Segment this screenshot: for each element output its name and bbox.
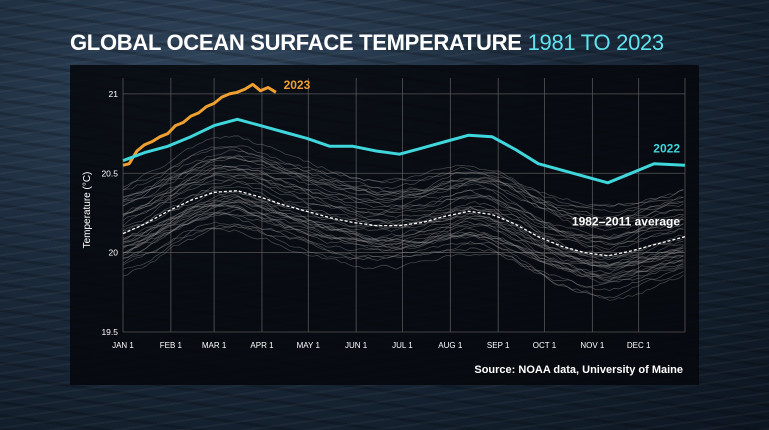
historical-year-line [122,165,684,231]
historical-year-line [122,173,684,240]
y-tick-label: 19.5 [101,327,118,337]
historical-year-line [122,200,684,271]
historical-year-line [122,197,684,260]
x-tick-label: FEB 1 [160,341,183,350]
historical-year-line [122,169,684,238]
series-line-2 [122,190,686,257]
historical-year-line [122,145,684,208]
historical-year-line [122,195,684,265]
historical-year-line [122,199,684,267]
historical-year-line [122,164,684,228]
historical-year-line [122,203,684,269]
axis-labels: JAN 1 FEB 1 MAR 1 APR 1 MAY 1 JUN 1 JUL 1 AUG 1… [101,78,680,350]
historical-year-line [122,149,684,219]
x-tick-label: SEP 1 [487,341,510,350]
x-tick-label: DEC 1 [627,341,651,350]
historical-year-line [122,154,684,228]
historical-year-line [122,224,684,288]
historical-year-line [123,189,684,258]
historical-year-line [122,155,684,225]
historical-year-line [122,194,684,266]
historical-year-line [122,157,684,224]
historical-year-line [122,181,684,250]
historical-year-line [122,186,684,258]
x-tick-label: JUN 1 [345,341,368,350]
historical-year-line [122,212,684,284]
y-axis-label: Temperature (°C) [82,172,93,249]
series-annotation: 2022 [653,142,680,156]
chart-title: GLOBAL OCEAN SURFACE TEMPERATURE 1981 TO … [70,30,664,56]
historical-year-line [122,167,684,240]
historical-year-line [122,135,684,213]
historical-year-line [122,206,684,276]
historical-year-line [122,221,684,291]
y-tick-label: 20 [109,248,119,258]
series-lines [122,82,686,257]
gridlines [122,78,686,333]
x-tick-label: NOV 1 [580,341,605,350]
x-tick-label: APR 1 [250,341,274,350]
x-tick-label: MAR 1 [202,341,227,350]
series-annotation: 1982–2011 average [572,215,680,229]
source-note: Source: NOAA data, University of Maine [474,364,683,376]
historical-year-line [122,146,684,209]
historical-year-line [122,212,684,281]
x-tick-label: OCT 1 [533,341,557,350]
historical-year-line [122,179,684,253]
historical-year-line [122,205,684,282]
historical-year-line [122,211,684,279]
x-tick-label: JAN 1 [112,341,134,350]
series-line-1 [122,117,686,185]
series-annotation: 2023 [284,78,311,92]
y-tick-label: 21 [109,89,119,99]
y-tick-label: 20.5 [101,168,118,178]
historical-year-line [122,208,684,278]
historical-year-line [122,204,684,268]
x-tick-label: AUG 1 [438,341,463,350]
historical-year-line [122,201,684,274]
historical-year-line [122,224,684,298]
historical-year-line [122,174,684,241]
historical-year-line [122,156,684,222]
historical-year-line [122,196,684,267]
historical-year-lines [122,135,684,301]
title-range: 1981 TO 2023 [527,30,665,55]
historical-year-line [122,228,684,301]
x-tick-label: JUL 1 [392,341,413,350]
x-tick-label: MAY 1 [297,341,321,350]
historical-year-line [122,176,684,246]
title-main: GLOBAL OCEAN SURFACE TEMPERATURE [70,30,522,55]
historical-year-line [123,166,684,245]
series-line-0 [122,82,277,167]
